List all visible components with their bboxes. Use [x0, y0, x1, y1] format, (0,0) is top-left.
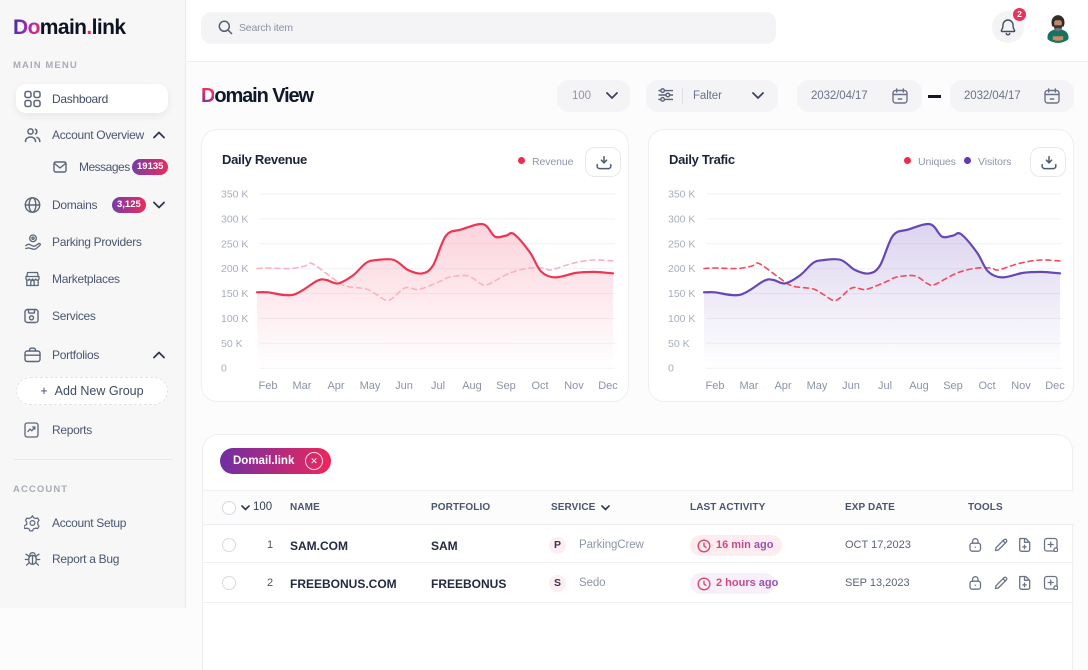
svg-text:Aug: Aug: [462, 380, 482, 392]
svg-text:Jun: Jun: [395, 380, 413, 392]
svg-text:150 K: 150 K: [221, 288, 248, 300]
svg-text:0: 0: [221, 363, 227, 375]
svg-text:Jun: Jun: [842, 380, 860, 392]
svg-text:Apr: Apr: [774, 380, 791, 392]
svg-text:Sep: Sep: [943, 380, 963, 392]
svg-text:200 K: 200 K: [221, 263, 248, 275]
svg-text:Mar: Mar: [293, 380, 312, 392]
svg-text:Nov: Nov: [1011, 380, 1031, 392]
svg-text:50 K: 50 K: [221, 338, 243, 350]
svg-text:Dec: Dec: [1045, 380, 1065, 392]
svg-text:Sep: Sep: [496, 380, 516, 392]
svg-text:100 K: 100 K: [668, 313, 695, 325]
svg-text:Oct: Oct: [531, 380, 548, 392]
svg-text:Mar: Mar: [740, 380, 759, 392]
svg-text:Apr: Apr: [327, 380, 344, 392]
svg-text:0: 0: [668, 363, 674, 375]
svg-text:Nov: Nov: [564, 380, 584, 392]
svg-text:Oct: Oct: [978, 380, 995, 392]
svg-text:350 K: 350 K: [221, 189, 248, 201]
svg-text:Jul: Jul: [878, 380, 892, 392]
svg-text:50 K: 50 K: [668, 338, 690, 350]
svg-text:May: May: [807, 380, 828, 392]
svg-text:Feb: Feb: [259, 380, 278, 392]
svg-text:Dec: Dec: [598, 380, 618, 392]
svg-text:Aug: Aug: [909, 380, 929, 392]
svg-text:Feb: Feb: [706, 380, 725, 392]
svg-text:250 K: 250 K: [221, 238, 248, 250]
svg-text:200 K: 200 K: [668, 263, 695, 275]
svg-text:250 K: 250 K: [668, 238, 695, 250]
svg-text:150 K: 150 K: [668, 288, 695, 300]
svg-text:300 K: 300 K: [221, 213, 248, 225]
svg-text:Jul: Jul: [431, 380, 445, 392]
svg-text:100 K: 100 K: [221, 313, 248, 325]
svg-text:300 K: 300 K: [668, 213, 695, 225]
svg-text:350 K: 350 K: [668, 189, 695, 201]
svg-text:May: May: [360, 380, 381, 392]
